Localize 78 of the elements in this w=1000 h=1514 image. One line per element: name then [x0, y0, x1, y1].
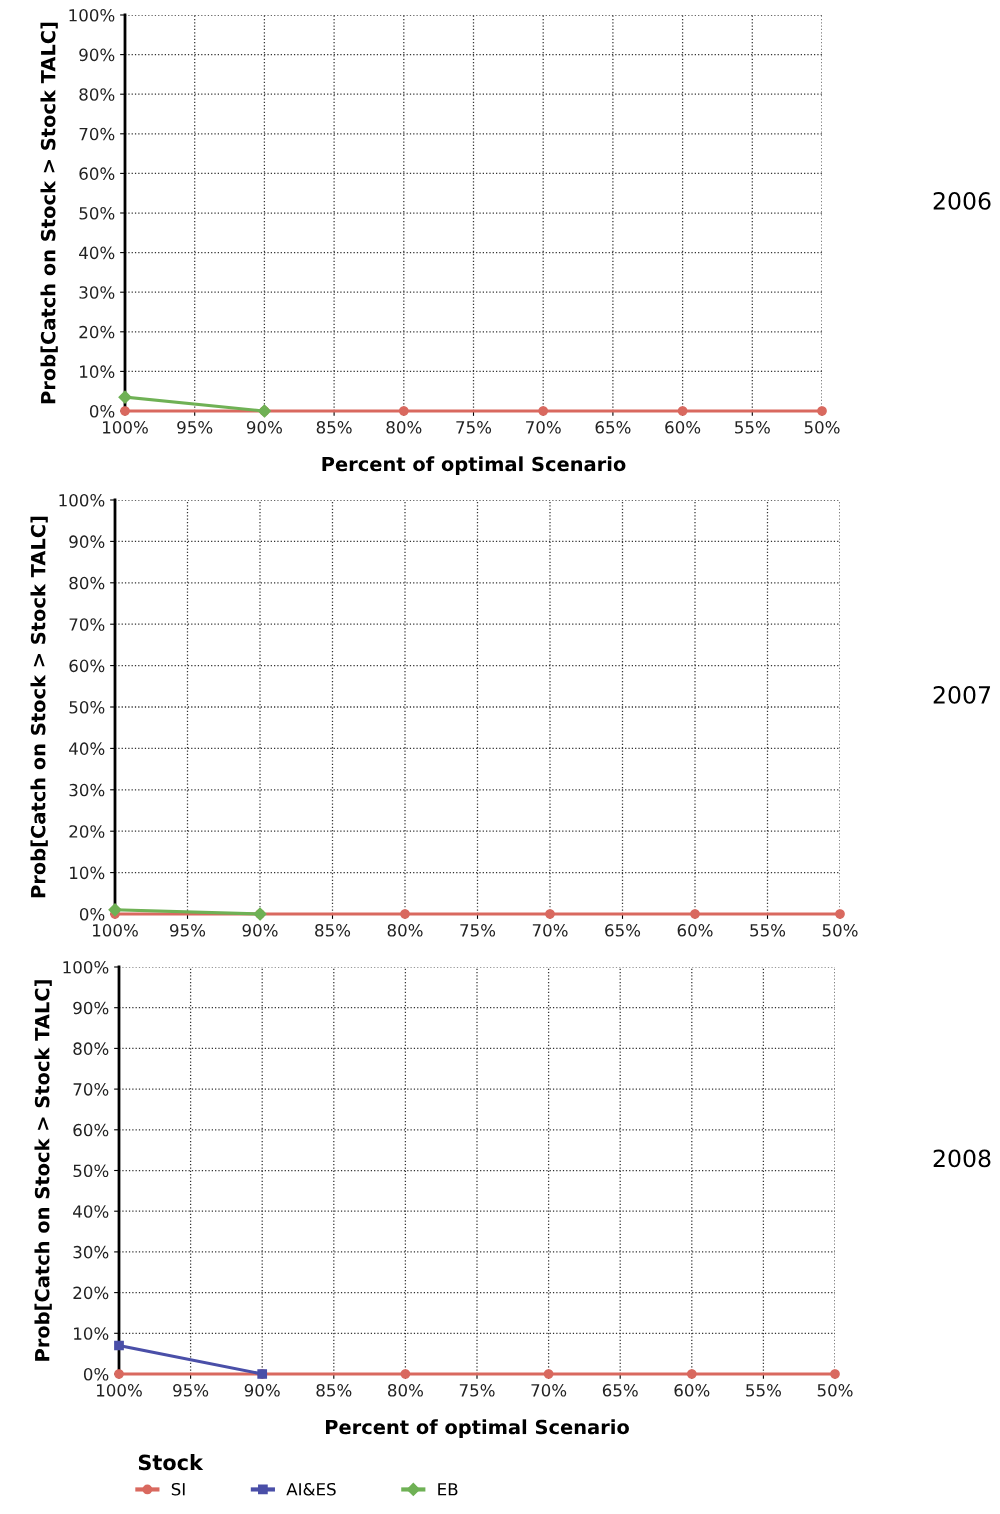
y-tick-label: 70%	[73, 1083, 109, 1096]
y-tick-label: 20%	[79, 325, 115, 339]
text: 2007	[933, 685, 991, 704]
y-tick-label: 60%	[79, 167, 115, 180]
x-axis-title: Percent of optimal Scenario	[325, 1419, 629, 1439]
x-tick-label: 55%	[735, 421, 770, 434]
x-tick-label: 80%	[386, 421, 422, 434]
y-tick-label: 80%	[79, 88, 115, 101]
x-tick-label: 90%	[246, 421, 282, 434]
y-tick-label: 90%	[69, 535, 105, 548]
y-tick-label: 10%	[80, 365, 115, 378]
x-tick-label: 95%	[170, 924, 206, 937]
x-tick-label: 65%	[605, 924, 641, 937]
x-tick-label: 75%	[456, 421, 492, 434]
y-tick-label: 70%	[69, 618, 105, 631]
x-tick-label: 100%	[93, 924, 138, 937]
legend-label: AI&ES	[286, 1482, 336, 1496]
y-tick-label: 30%	[79, 286, 115, 299]
y-tick-label: 90%	[79, 48, 115, 62]
x-tick-label: 65%	[595, 421, 631, 434]
y-tick-label: 20%	[73, 1286, 109, 1300]
x-tick-label: 90%	[244, 1384, 280, 1397]
x-tick-label: 95%	[173, 1384, 209, 1397]
x-tick-label: 70%	[532, 924, 568, 937]
y-tick-label: 40%	[79, 246, 115, 260]
y-tick-label: 80%	[73, 1042, 109, 1055]
x-tick-label: 85%	[315, 924, 351, 937]
y-tick-label: 10%	[70, 866, 105, 880]
x-tick-label: 85%	[316, 421, 352, 434]
y-tick-label: 50%	[73, 1164, 109, 1178]
y-tick-label: 100%	[69, 8, 115, 22]
legend-title: Stock	[138, 1454, 204, 1471]
y-tick-label: 100%	[59, 493, 105, 507]
y-tick-label: 40%	[69, 742, 105, 755]
y-tick-label: 0%	[79, 907, 105, 921]
x-tick-label: 80%	[387, 924, 423, 937]
y-tick-label: 70%	[79, 127, 115, 141]
x-tick-label: 100%	[103, 421, 148, 434]
text: 2006	[933, 191, 991, 210]
y-tick-label: 100%	[63, 960, 109, 974]
y-tick-label: 50%	[79, 206, 115, 220]
legend-label: SI	[171, 1482, 185, 1496]
legend-label: EB	[438, 1483, 458, 1496]
x-tick-label: 70%	[531, 1384, 567, 1397]
y-tick-label: 40%	[73, 1205, 109, 1218]
x-tick-label: 55%	[750, 924, 786, 937]
y-tick-label: 80%	[69, 576, 105, 590]
x-tick-label: 65%	[602, 1384, 638, 1397]
x-tick-label: 60%	[665, 421, 701, 434]
x-tick-label: 80%	[388, 1384, 423, 1397]
x-tick-label: 60%	[674, 1384, 710, 1397]
y-tick-label: 60%	[73, 1123, 109, 1137]
x-axis-title: Percent of optimal Scenario	[322, 456, 626, 476]
x-tick-label: 70%	[526, 421, 561, 434]
x-tick-label: 85%	[316, 1384, 352, 1397]
x-tick-label: 90%	[242, 924, 278, 937]
x-tick-label: 75%	[460, 924, 496, 937]
x-tick-label: 50%	[817, 1384, 853, 1397]
y-tick-label: 30%	[73, 1245, 109, 1259]
y-tick-label: 90%	[73, 1001, 109, 1015]
y-axis-title: Prob[Catch on Stock > Stock TALC]	[30, 516, 48, 898]
y-tick-label: 0%	[83, 1367, 109, 1381]
x-tick-label: 50%	[804, 421, 840, 434]
y-tick-label: 30%	[69, 783, 105, 797]
x-tick-label: 50%	[822, 924, 858, 937]
x-tick-label: 75%	[459, 1384, 495, 1397]
y-tick-label: 20%	[69, 825, 105, 838]
x-tick-label: 100%	[97, 1384, 142, 1397]
x-tick-label: 55%	[746, 1384, 781, 1397]
x-tick-label: 60%	[677, 924, 713, 937]
y-axis-title: Prob[Catch on Stock > Stock TALC]	[34, 980, 52, 1361]
y-tick-label: 10%	[74, 1327, 109, 1340]
y-tick-label: 0%	[89, 404, 115, 418]
y-tick-label: 50%	[69, 700, 105, 714]
y-axis-title: Prob[Catch on Stock > Stock TALC]	[40, 22, 58, 404]
text: 2008	[933, 1149, 991, 1168]
x-tick-label: 95%	[177, 421, 213, 434]
y-tick-label: 60%	[69, 659, 105, 673]
